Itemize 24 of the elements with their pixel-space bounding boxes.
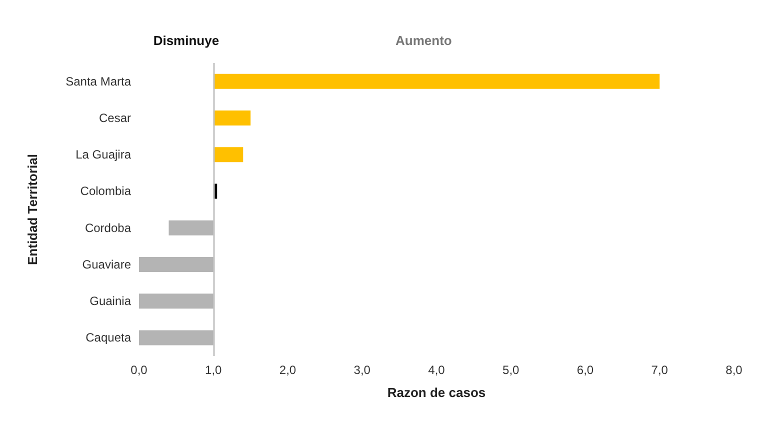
y-axis-title: Entidad Territorial xyxy=(25,154,40,265)
text: Disminuye xyxy=(153,33,220,48)
y-tick-label: Guainia xyxy=(90,294,132,308)
x-axis-title: Razon de casos xyxy=(387,385,486,400)
x-tick-label: 5,0 xyxy=(502,363,520,377)
text: Aumento xyxy=(396,33,452,48)
x-tick-label: 7,0 xyxy=(651,363,668,377)
x-tick-label: 4,0 xyxy=(428,363,446,377)
y-tick-label: Cordoba xyxy=(84,220,132,235)
x-tick-label: 1,0 xyxy=(205,363,222,377)
bar xyxy=(213,110,251,126)
x-tick-label: 6,0 xyxy=(576,363,594,377)
x-tick-label: 8,0 xyxy=(726,363,743,377)
x-tick-label: 3,0 xyxy=(354,363,371,377)
y-tick-label: Santa Marta xyxy=(66,74,132,88)
bar xyxy=(213,147,244,162)
y-tick-label: Colombia xyxy=(80,184,132,198)
y-tick-label: La Guajira xyxy=(76,148,132,162)
y-tick-label: Caqueta xyxy=(86,330,132,345)
y-tick-label: Guaviare xyxy=(82,257,132,272)
bar xyxy=(213,74,660,89)
x-tick-label: 0,0 xyxy=(130,363,148,377)
y-tick-label: Cesar xyxy=(98,110,131,125)
x-tick-label: 2,0 xyxy=(279,363,296,377)
